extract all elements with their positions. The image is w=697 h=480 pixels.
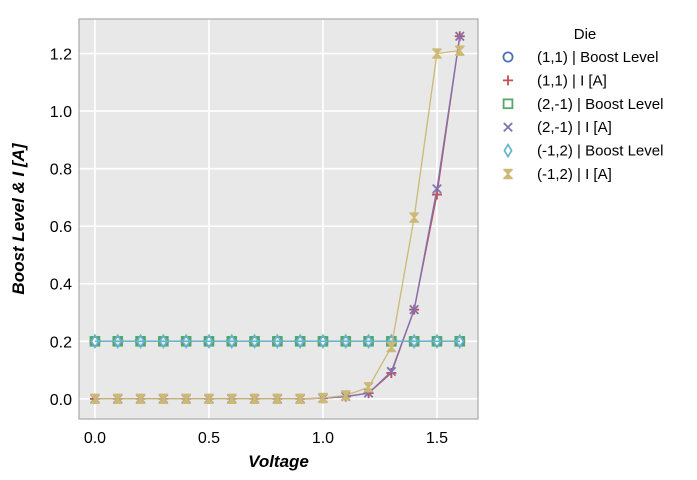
legend: Die (1,1) | Boost Level (1,1) | I [A] (2,-… — [502, 26, 663, 183]
data-point — [318, 392, 328, 404]
legend-label: (2,-1) | I [A] — [537, 119, 612, 136]
legend-marker — [503, 75, 513, 86]
data-point — [432, 183, 442, 194]
y-tick-label: 1.2 — [50, 47, 72, 64]
data-point — [341, 333, 351, 349]
data-point — [113, 333, 123, 349]
data-point — [135, 333, 146, 349]
data-point — [249, 333, 260, 349]
data-point — [227, 333, 237, 349]
data-point — [409, 304, 419, 315]
data-point — [112, 393, 123, 405]
y-tick-label: 0.0 — [50, 392, 72, 409]
plot-area — [79, 19, 478, 419]
data-point — [272, 333, 282, 349]
data-point — [272, 393, 283, 405]
x-tick-label: 0.5 — [198, 430, 220, 447]
data-point — [158, 393, 169, 405]
data-point — [386, 366, 397, 377]
series-5 — [90, 45, 465, 405]
series-4 — [90, 333, 465, 349]
data-point — [386, 367, 397, 378]
legend-label: (1,1) | I [A] — [537, 72, 607, 89]
data-point — [432, 48, 442, 59]
data-point — [454, 45, 465, 56]
data-point — [454, 31, 465, 42]
legend-label: (-1,2) | I [A] — [537, 166, 612, 183]
data-point — [363, 333, 374, 349]
data-point — [90, 333, 100, 349]
data-point — [135, 393, 146, 405]
data-point — [455, 333, 465, 349]
data-point — [226, 393, 237, 405]
data-point — [158, 333, 168, 349]
data-point — [90, 393, 100, 405]
legend-marker — [503, 122, 513, 133]
x-tick-label: 1.5 — [426, 430, 448, 447]
legend-marker — [502, 51, 514, 63]
data-point — [363, 382, 374, 393]
legend-title: Die — [574, 26, 597, 43]
legend-marker — [503, 142, 513, 159]
x-tick-label: 0.0 — [84, 430, 106, 447]
y-axis-title: Boost Level & I [A] — [9, 142, 28, 294]
data-point — [181, 393, 192, 405]
y-tick-label: 0.6 — [50, 219, 72, 236]
data-point — [409, 333, 419, 349]
legend-marker — [502, 98, 514, 110]
tick-labels: 0.0 0.5 1.0 1.5 0.0 0.2 0.4 0.6 0.8 1.0 1.2 — [50, 47, 448, 447]
data-point — [295, 333, 305, 349]
legend-label: (2,-1) | Boost Level — [537, 96, 663, 113]
y-tick-label: 1.0 — [50, 104, 72, 121]
legend-label: (1,1) | Boost Level — [537, 49, 658, 66]
data-point — [181, 333, 191, 349]
data-point — [204, 333, 214, 349]
y-tick-label: 0.4 — [50, 277, 72, 294]
data-point — [295, 393, 306, 405]
data-point — [204, 393, 214, 405]
y-tick-label: 0.8 — [50, 162, 72, 179]
legend-marker — [503, 168, 513, 180]
data-point — [249, 393, 260, 405]
data-point — [386, 341, 397, 353]
x-tick-label: 1.0 — [312, 430, 334, 447]
x-axis-title: Voltage — [248, 452, 309, 471]
plot-frame — [78, 18, 479, 420]
legend-label: (-1,2) | Boost Level — [537, 143, 663, 160]
data-point — [318, 333, 328, 349]
data-point — [409, 212, 420, 223]
data-point — [340, 390, 351, 401]
series-layer — [89, 31, 466, 405]
data-point — [432, 333, 442, 349]
y-tick-label: 0.2 — [50, 334, 72, 351]
